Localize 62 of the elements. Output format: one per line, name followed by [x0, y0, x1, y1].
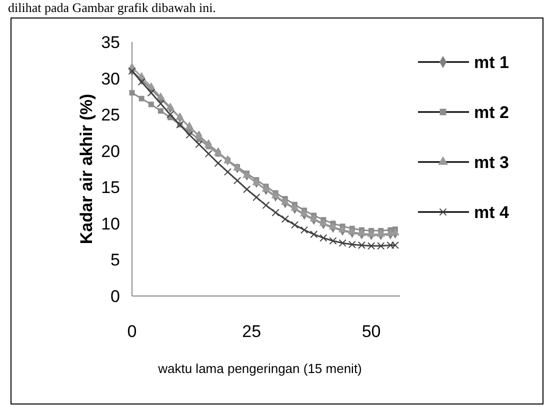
point — [376, 230, 386, 237]
point — [252, 178, 261, 186]
point — [358, 228, 366, 236]
point — [233, 176, 242, 184]
point — [166, 110, 174, 118]
point — [262, 201, 270, 210]
y-tick-label: 5 — [110, 250, 120, 270]
point — [252, 194, 260, 202]
point — [358, 241, 366, 249]
point — [300, 226, 308, 234]
y-axis-title: Kadar air akhir (%) — [77, 94, 96, 244]
point — [272, 208, 280, 216]
legend-label: mt 4 — [474, 203, 510, 222]
y-tick-label: 35 — [101, 33, 120, 52]
point — [338, 225, 347, 232]
point — [214, 159, 222, 167]
x-tick-label: 0 — [127, 322, 137, 341]
point — [243, 186, 251, 194]
point — [348, 227, 356, 235]
point — [328, 222, 338, 230]
point — [319, 218, 328, 226]
y-tick-label: 10 — [101, 214, 120, 234]
point — [148, 102, 154, 108]
y-tick-label: 30 — [101, 69, 120, 88]
point — [290, 203, 299, 211]
point — [138, 78, 146, 86]
point — [146, 82, 156, 90]
point — [271, 191, 280, 198]
point — [129, 90, 135, 96]
legend-label: mt 1 — [474, 53, 509, 72]
point — [138, 96, 144, 102]
y-tick-label: 20 — [101, 142, 120, 161]
point — [310, 230, 318, 238]
x-tick-label: 50 — [362, 322, 381, 341]
point — [280, 198, 290, 205]
point — [166, 102, 174, 110]
y-tick-label: 0 — [110, 287, 120, 306]
x-tick-label: 25 — [242, 322, 262, 341]
point — [367, 230, 376, 237]
point — [147, 89, 155, 97]
point — [156, 92, 165, 100]
point — [290, 221, 299, 229]
point — [158, 108, 164, 114]
point — [185, 122, 194, 130]
legend-label: mt 2 — [474, 103, 509, 122]
point — [224, 168, 232, 176]
legend-label: mt 3 — [474, 153, 509, 172]
point — [281, 215, 289, 223]
point — [204, 150, 212, 158]
y-tick-label: 15 — [101, 178, 120, 198]
point — [176, 112, 184, 120]
point — [329, 237, 337, 245]
text: dilihat pada Gambar grafik dibawah ini. — [8, 0, 216, 15]
point — [300, 209, 308, 216]
x-axis-title: waktu lama pengeringan (15 menit) — [157, 361, 362, 376]
point — [262, 184, 270, 192]
point — [348, 240, 356, 248]
point — [320, 234, 328, 242]
point — [156, 100, 165, 108]
point — [195, 140, 203, 148]
y-tick-label: 25 — [101, 106, 120, 125]
point — [338, 239, 346, 247]
